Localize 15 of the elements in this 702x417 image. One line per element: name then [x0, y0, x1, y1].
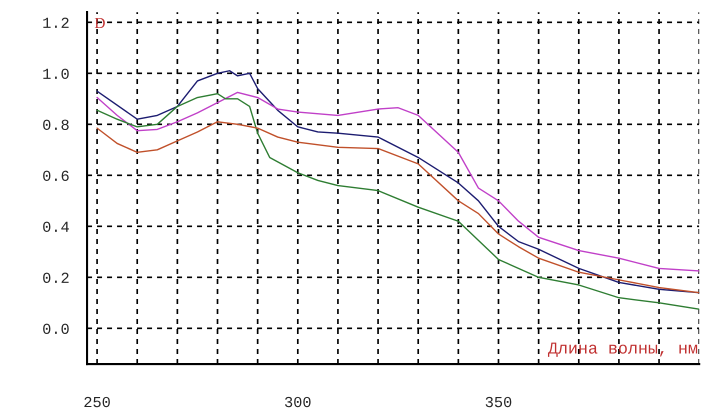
y-tick-label: 0.2 [43, 272, 69, 284]
y-tick-label: 0.8 [43, 120, 69, 130]
x-tick-label: 350 [486, 396, 512, 408]
x-tick-label: 300 [284, 396, 311, 408]
line-series [96, 92, 700, 272]
chart-title: D [94, 18, 105, 28]
y-tick-label: 1.2 [43, 18, 69, 28]
x-axis-title: Длина волны, нм [548, 342, 698, 357]
y-tick-label: 1.0 [43, 68, 69, 79]
x-tick-label: 250 [84, 396, 110, 408]
line-series [96, 121, 700, 294]
line-series [96, 93, 700, 310]
y-tick-label: 0.6 [43, 170, 69, 181]
y-tick-label: 0.4 [43, 222, 69, 232]
y-tick-label: 0.0 [43, 324, 69, 334]
